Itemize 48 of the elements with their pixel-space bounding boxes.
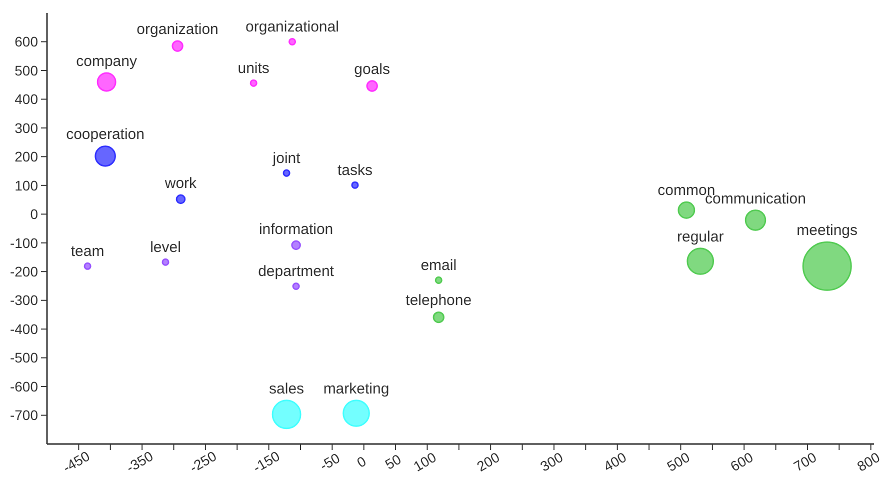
x-tick-label: 50	[382, 450, 404, 472]
y-tick-label: -700	[10, 407, 38, 424]
y-tick-label: -500	[10, 350, 38, 366]
x-tick-label: -350	[123, 448, 156, 476]
annotation: cooperation	[66, 126, 145, 144]
y-tick-label: 200	[14, 148, 38, 165]
x-tick-label: 300	[537, 448, 566, 474]
annotation: marketing	[323, 380, 390, 398]
annotation: work	[164, 175, 198, 192]
annotation: organizational	[246, 18, 339, 36]
annotation: information	[258, 221, 334, 238]
annotation: email	[420, 257, 457, 274]
annotation: sales	[269, 380, 304, 398]
y-tick-label: 400	[14, 91, 38, 108]
annotation: meetings	[796, 222, 858, 240]
y-tick-label: 100	[14, 177, 38, 194]
annotation: team	[70, 243, 104, 260]
annotation: company	[76, 52, 138, 70]
y-tick-label: 0	[30, 206, 38, 222]
x-tick-label: -50	[316, 450, 343, 474]
y-tick-label: -200	[10, 264, 38, 280]
x-tick-label: 700	[790, 448, 820, 474]
x-tick-label: -150	[250, 448, 283, 476]
annotation: telephone	[406, 292, 472, 310]
annotation: organization	[136, 20, 218, 38]
x-tick-label: 600	[727, 448, 756, 474]
x-tick-label: -450	[60, 448, 92, 476]
y-tick-label: -300	[10, 292, 38, 308]
x-tick-label: 500	[664, 448, 693, 474]
y-tick-label: 500	[14, 62, 38, 78]
annotation: department	[258, 263, 335, 280]
y-tick-label: 600	[14, 34, 38, 50]
x-tick-label: 800	[854, 448, 883, 474]
x-tick-label: 0	[354, 452, 369, 471]
annotation: tasks	[337, 162, 372, 180]
y-tick-label: -600	[10, 378, 38, 394]
x-tick-label: 100	[410, 448, 440, 474]
x-tick-label: 200	[474, 448, 502, 474]
y-tick-label: -100	[10, 234, 38, 251]
x-tick-label: -250	[186, 448, 220, 476]
annotation: goals	[354, 60, 390, 78]
x-tick-label: 400	[600, 448, 630, 474]
annotation: joint	[272, 150, 302, 168]
annotation: level	[150, 239, 181, 256]
annotation: units	[238, 60, 270, 78]
annotation: regular	[677, 228, 724, 246]
y-tick-label: 300	[14, 120, 38, 136]
y-tick-label: -400	[10, 320, 38, 337]
